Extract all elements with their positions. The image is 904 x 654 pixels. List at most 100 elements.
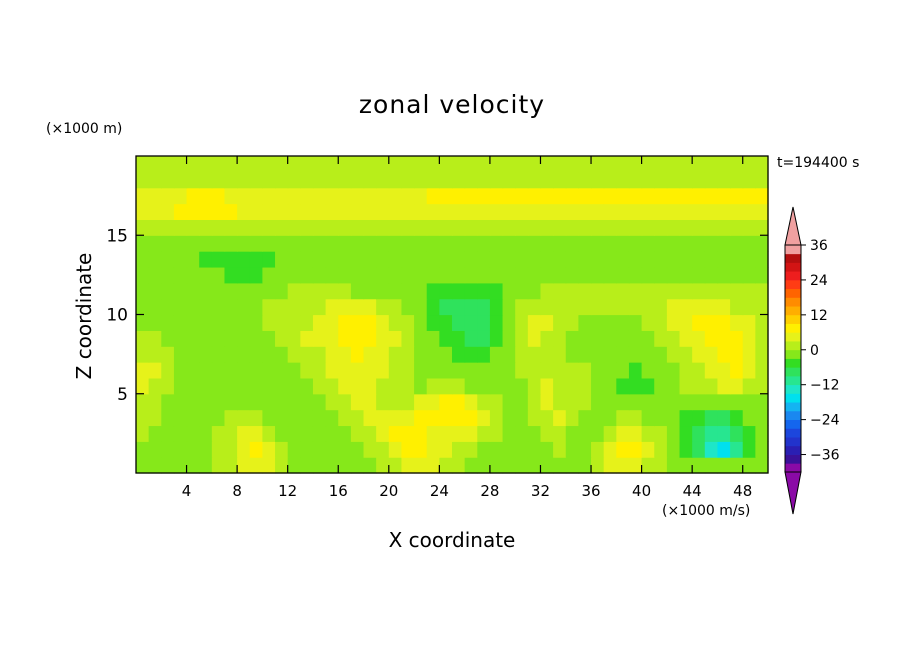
- heatmap-cell: [401, 409, 415, 427]
- heatmap-cell: [565, 282, 579, 300]
- heatmap-cell: [603, 457, 617, 474]
- heatmap-cell: [515, 314, 529, 331]
- heatmap-cell: [363, 235, 377, 252]
- heatmap-cell: [717, 393, 731, 411]
- heatmap-cell: [426, 156, 440, 173]
- heatmap-cell: [388, 187, 403, 205]
- heatmap-cell: [439, 457, 453, 474]
- heatmap-cell: [565, 377, 579, 395]
- heatmap-cell: [325, 251, 339, 268]
- heatmap-cell: [426, 346, 440, 363]
- heatmap-cell: [388, 203, 403, 220]
- heatmap-cell: [300, 330, 314, 347]
- heatmap-cell: [186, 314, 200, 331]
- heatmap-cell: [489, 377, 504, 395]
- heatmap-cell: [312, 330, 327, 347]
- heatmap-cell: [275, 203, 289, 220]
- heatmap-cell: [161, 266, 175, 284]
- heatmap-cell: [325, 457, 339, 474]
- heatmap-cell: [262, 219, 276, 236]
- heatmap-cell: [666, 266, 681, 284]
- heatmap-cell: [666, 362, 681, 379]
- heatmap-cell: [704, 187, 719, 205]
- heatmap-cell: [628, 171, 643, 189]
- heatmap-cell: [363, 219, 377, 236]
- heatmap-cell: [616, 314, 630, 331]
- heatmap-cell: [439, 235, 453, 252]
- heatmap-cell: [502, 441, 516, 458]
- heatmap-cell: [262, 298, 276, 316]
- heatmap-cell: [350, 156, 365, 173]
- colorbar: −36 −24 −12 0 12 24 36: [784, 206, 840, 515]
- heatmap-cell: [540, 266, 554, 284]
- heatmap-cell: [717, 298, 731, 316]
- heatmap-cell: [578, 393, 592, 411]
- heatmap-cell: [515, 156, 529, 173]
- heatmap-cell: [363, 282, 377, 300]
- x-tick-label: 8: [232, 482, 242, 500]
- heatmap-cell: [262, 282, 276, 300]
- heatmap-cell: [249, 203, 263, 220]
- heatmap-cell: [477, 409, 491, 427]
- heatmap-cell: [666, 251, 681, 268]
- heatmap-cell: [439, 156, 453, 173]
- heatmap-cell: [439, 298, 453, 316]
- heatmap-cell: [148, 330, 162, 347]
- heatmap-cell: [717, 219, 731, 236]
- y-tick-label: 5: [117, 385, 128, 405]
- heatmap-cell: [376, 203, 390, 220]
- colorbar-swatch: [785, 393, 801, 403]
- heatmap-cell: [742, 362, 756, 379]
- heatmap-cell: [553, 235, 567, 252]
- heatmap-cell: [666, 457, 681, 474]
- heatmap-cell: [654, 266, 668, 284]
- heatmap-cell: [527, 377, 542, 395]
- heatmap-cell: [312, 171, 327, 189]
- heatmap-cell: [186, 219, 200, 236]
- heatmap-cell: [136, 235, 150, 252]
- heatmap-cell: [363, 203, 377, 220]
- heatmap-cell: [654, 251, 668, 268]
- heatmap-cell: [325, 362, 339, 379]
- heatmap-cell: [249, 314, 263, 331]
- heatmap-cell: [704, 441, 719, 458]
- heatmap-cell: [666, 171, 681, 189]
- heatmap-cell: [199, 314, 213, 331]
- heatmap-cell: [186, 266, 200, 284]
- heatmap-cell: [578, 457, 592, 474]
- heatmap-cell: [704, 330, 719, 347]
- heatmap-cell: [464, 314, 478, 331]
- heatmap-cell: [704, 377, 719, 395]
- heatmap-cell: [527, 235, 542, 252]
- heatmap-cell: [312, 314, 327, 331]
- heatmap-cell: [363, 362, 377, 379]
- heatmap-cell: [148, 282, 162, 300]
- heatmap-cell: [616, 282, 630, 300]
- heatmap-cell: [287, 330, 301, 347]
- heatmap-cell: [641, 171, 655, 189]
- heatmap-cell: [666, 203, 681, 220]
- heatmap-cell: [527, 393, 542, 411]
- heatmap-cell: [502, 266, 516, 284]
- heatmap-cell: [553, 409, 567, 427]
- heatmap-cell: [414, 377, 428, 395]
- heatmap-cell: [287, 362, 301, 379]
- heatmap-cell: [211, 251, 226, 268]
- heatmap-cell: [426, 377, 440, 395]
- heatmap-cell: [414, 441, 428, 458]
- heatmap-cell: [553, 425, 567, 442]
- heatmap-cell: [414, 314, 428, 331]
- heatmap-cell: [199, 377, 213, 395]
- heatmap-cell: [515, 425, 529, 442]
- heatmap-cell: [426, 314, 440, 331]
- heatmap-cell: [730, 298, 744, 316]
- heatmap-cell: [173, 377, 188, 395]
- heatmap-cell: [717, 409, 731, 427]
- heatmap-cell: [704, 251, 719, 268]
- colorbar-swatch: [785, 262, 801, 272]
- heatmap-cell: [439, 377, 453, 395]
- heatmap-cell: [628, 457, 643, 474]
- heatmap-cell: [742, 219, 756, 236]
- heatmap-cell: [350, 425, 365, 442]
- heatmap-cell: [641, 346, 655, 363]
